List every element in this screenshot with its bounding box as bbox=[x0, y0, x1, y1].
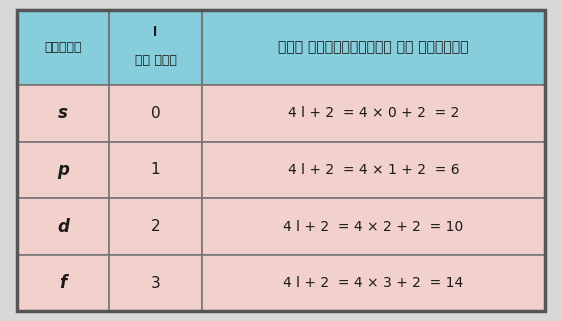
Text: 4 l + 2  = 4 × 1 + 2  = 6: 4 l + 2 = 4 × 1 + 2 = 6 bbox=[288, 163, 459, 177]
Bar bbox=[17, 198, 109, 255]
Text: 1: 1 bbox=[151, 162, 160, 178]
Bar bbox=[109, 198, 202, 255]
Text: कुल इलेक्ट्रान की संख्या: कुल इलेक्ट्रान की संख्या bbox=[278, 40, 469, 54]
Bar bbox=[17, 255, 109, 311]
Bar bbox=[202, 142, 545, 198]
Bar bbox=[109, 255, 202, 311]
Text: d: d bbox=[57, 218, 69, 236]
Text: s: s bbox=[58, 104, 68, 122]
Text: 2: 2 bbox=[151, 219, 160, 234]
Text: 0: 0 bbox=[151, 106, 160, 121]
Text: 4 l + 2  = 4 × 2 + 2  = 10: 4 l + 2 = 4 × 2 + 2 = 10 bbox=[283, 220, 464, 233]
Bar bbox=[202, 198, 545, 255]
Bar bbox=[109, 85, 202, 142]
Bar bbox=[202, 10, 545, 85]
Text: का मान: का मान bbox=[134, 54, 176, 67]
Text: l: l bbox=[153, 26, 157, 39]
Bar bbox=[109, 142, 202, 198]
Bar bbox=[17, 85, 109, 142]
Bar bbox=[202, 255, 545, 311]
Bar bbox=[17, 10, 109, 85]
Text: 4 l + 2  = 4 × 0 + 2  = 2: 4 l + 2 = 4 × 0 + 2 = 2 bbox=[288, 106, 459, 120]
Text: p: p bbox=[57, 161, 69, 179]
Bar bbox=[202, 85, 545, 142]
Text: f: f bbox=[60, 274, 67, 292]
Text: 3: 3 bbox=[151, 276, 160, 291]
Text: उपकोश: उपकोश bbox=[44, 41, 82, 54]
Bar bbox=[109, 10, 202, 85]
Bar bbox=[17, 142, 109, 198]
Text: 4 l + 2  = 4 × 3 + 2  = 14: 4 l + 2 = 4 × 3 + 2 = 14 bbox=[283, 276, 464, 290]
